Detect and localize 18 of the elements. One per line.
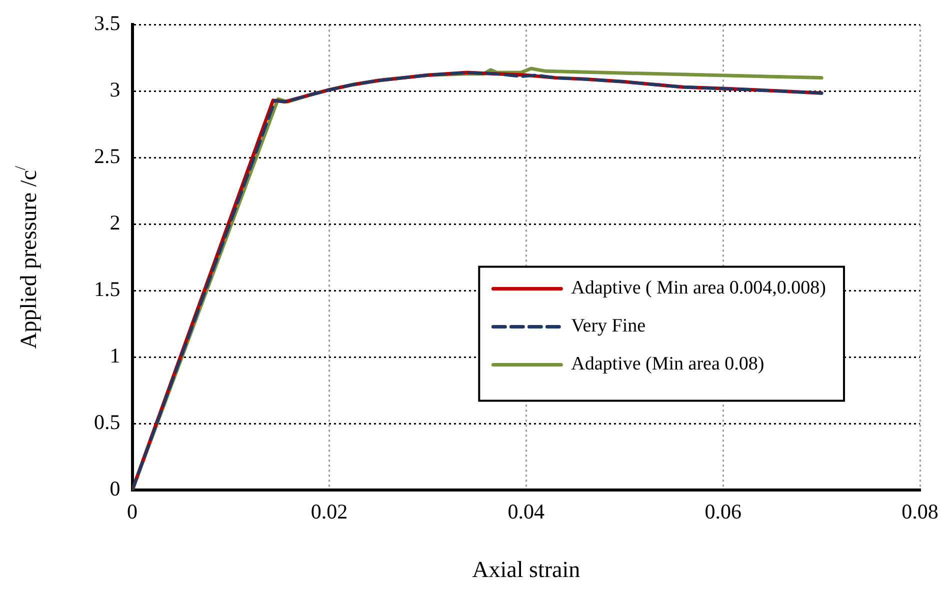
y-tick-label: 3.5: [94, 11, 120, 36]
legend-label: Adaptive (Min area 0.08): [571, 354, 764, 375]
y-tick-label: 2: [110, 210, 120, 235]
x-tick-label: 0.06: [704, 499, 742, 524]
y-tick-label: 1.5: [94, 277, 120, 302]
y-axis-title: Applied pressure /c/: [12, 165, 42, 349]
y-tick-label: 3: [110, 78, 120, 102]
legend-label: Adaptive ( Min area 0.004,0.008): [571, 278, 826, 299]
x-tick-label: 0.08: [902, 499, 938, 524]
x-tick-label: 0.02: [310, 499, 348, 524]
x-axis-title: Axial strain: [472, 557, 581, 582]
legend-label: Very Fine: [571, 316, 646, 337]
y-tick-label: 0.5: [94, 410, 120, 434]
y-tick-label: 2.5: [94, 144, 120, 168]
x-tick-label: 0.04: [508, 499, 545, 524]
x-tick-label: 0: [127, 499, 138, 524]
y-tick-label: 1: [110, 344, 120, 368]
y-tick-label: 0: [110, 476, 120, 501]
